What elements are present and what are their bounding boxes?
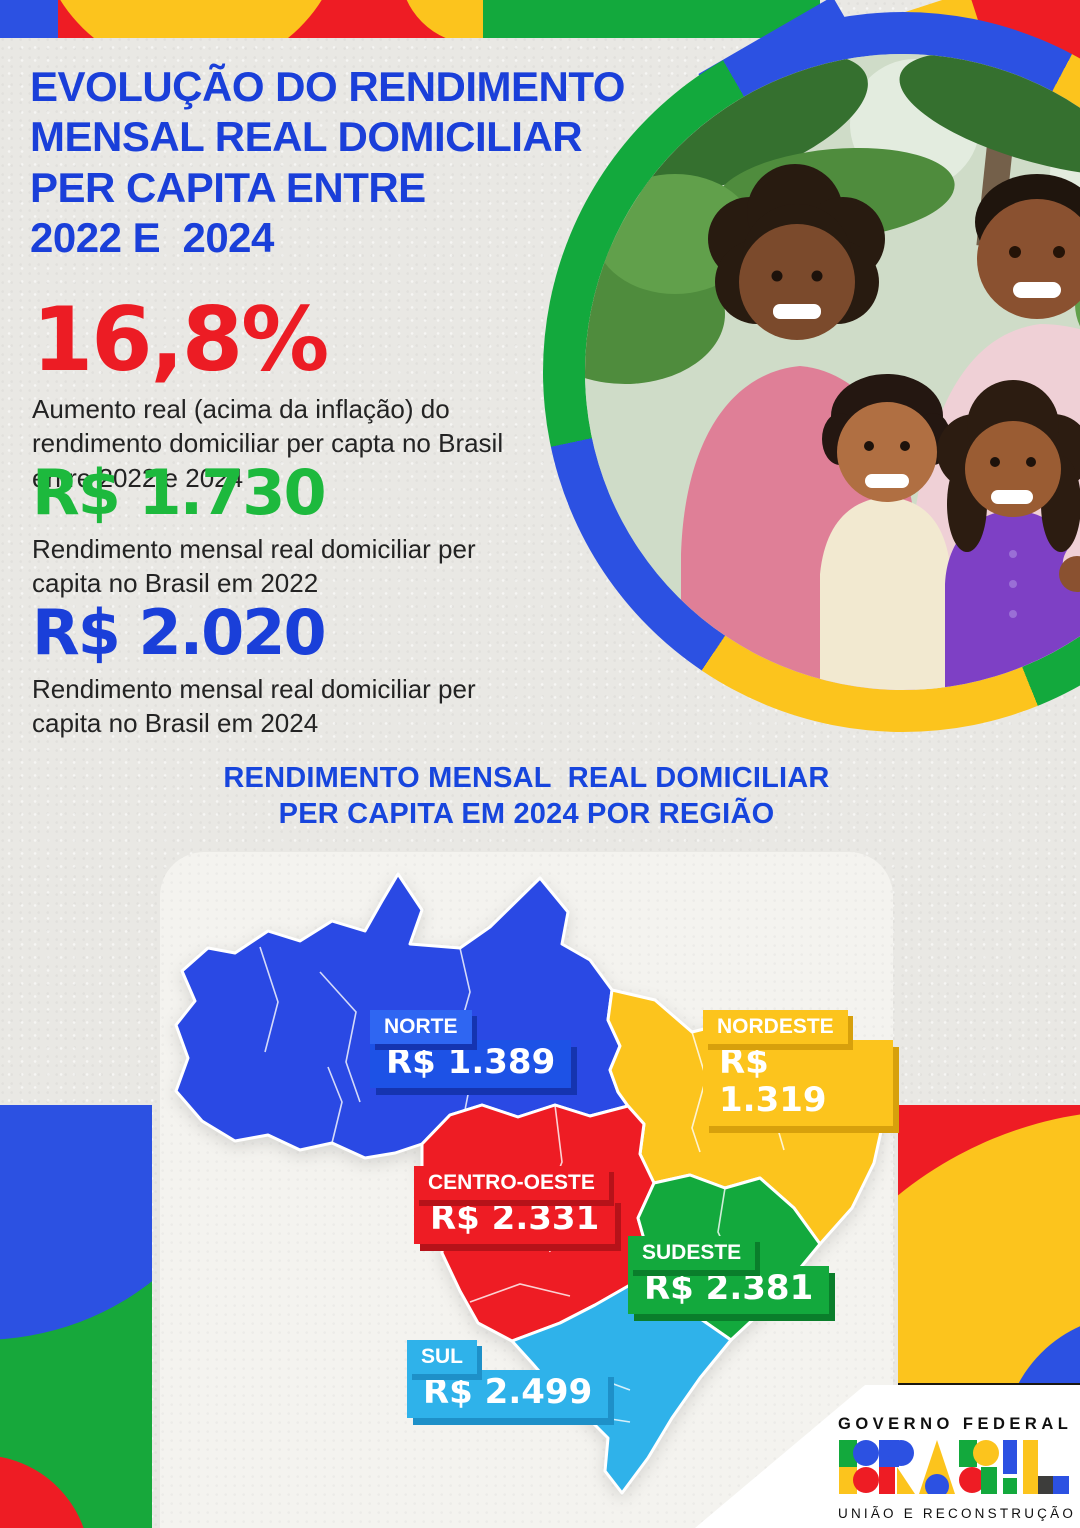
page-title-line: EVOLUÇÃO DO RENDIMENTO xyxy=(30,63,625,110)
decor-green-band xyxy=(483,0,820,38)
decor-blue-circle xyxy=(0,1105,152,1340)
boy-figure xyxy=(820,374,951,690)
region-value-chip: R$ 1.389 xyxy=(370,1040,572,1089)
family-photo-svg xyxy=(585,54,1080,690)
letter-l xyxy=(1023,1440,1069,1494)
page-title-line: 2022 E 2024 xyxy=(30,214,274,262)
stat-2024: R$ 2.020 Rendimento mensal real domicili… xyxy=(32,602,552,741)
region-name-chip: SUL xyxy=(407,1340,477,1375)
family-photo-illustration xyxy=(585,54,1080,690)
region-name-chip: NORTE xyxy=(370,1010,472,1045)
region-value-chip: R$ 2.499 xyxy=(407,1370,609,1419)
map-section-title-line: RENDIMENTO MENSAL REAL DOMICILIAR xyxy=(223,762,830,794)
stat-increase-description: Aumento real (acima da inflação) do rend… xyxy=(32,394,504,493)
stat-2024-description: Rendimento mensal real domiciliar per ca… xyxy=(32,674,476,739)
decor-red-circle xyxy=(0,1455,90,1528)
letter-r xyxy=(879,1440,915,1494)
map-section-title: RENDIMENTO MENSAL REAL DOMICILIAR PER CA… xyxy=(160,760,893,833)
page-title-line: MENSAL REAL DOMICILIAR xyxy=(30,113,583,161)
label-sul: SUL R$ 2.499 xyxy=(407,1340,609,1419)
label-norte: NORTE R$ 1.389 xyxy=(370,1010,572,1089)
uniao-reconstrucao-label: UNIÃO E RECONSTRUÇÃO xyxy=(838,1506,1077,1521)
region-value-chip: R$ 1.319 xyxy=(703,1040,893,1127)
stat-increase-value: 16,8% xyxy=(32,288,329,391)
decor-right xyxy=(898,1105,1080,1386)
map-section-title-line: PER CAPITA EM 2024 POR REGIÃO xyxy=(278,798,775,831)
stat-2024-value: R$ 2.020 xyxy=(32,596,327,669)
governo-federal-label: GOVERNO FEDERAL xyxy=(838,1415,1073,1433)
region-name-chip: NORDESTE xyxy=(703,1010,848,1045)
region-name-chip: SUDESTE xyxy=(628,1236,756,1271)
decor-blue-band xyxy=(0,0,58,38)
brasil-wordmark xyxy=(839,1440,1069,1498)
label-centro-oeste: CENTRO-OESTE R$ 2.331 xyxy=(414,1166,616,1245)
region-value-chip: R$ 2.381 xyxy=(628,1266,830,1315)
stat-2022: R$ 1.730 Rendimento mensal real domicili… xyxy=(32,462,552,601)
stat-2022-value: R$ 1.730 xyxy=(32,456,327,529)
label-sudeste: SUDESTE R$ 2.381 xyxy=(628,1236,830,1315)
letter-b xyxy=(839,1440,879,1494)
decor-bottom-left xyxy=(0,1105,152,1528)
government-logo: GOVERNO FEDERAL xyxy=(838,1415,1077,1521)
region-name-chip: CENTRO-OESTE xyxy=(414,1166,609,1201)
page-title-line: PER CAPITA ENTRE xyxy=(30,163,426,211)
decor-yellow-circle xyxy=(38,0,344,38)
region-value-chip: R$ 2.331 xyxy=(414,1196,616,1245)
stat-increase: 16,8% Aumento real (acima da inflação) d… xyxy=(32,296,552,495)
letter-a xyxy=(919,1440,955,1498)
letter-i xyxy=(1003,1440,1017,1494)
page-title: EVOLUÇÃO DO RENDIMENTO MENSAL REAL DOMIC… xyxy=(30,62,670,264)
top-decor-strip xyxy=(0,0,1080,38)
girl-figure xyxy=(937,380,1080,690)
letter-s xyxy=(959,1440,999,1494)
stat-2022-description: Rendimento mensal real domiciliar per ca… xyxy=(32,534,476,599)
label-nordeste: NORDESTE R$ 1.319 xyxy=(703,1010,893,1127)
map-card: NORTE R$ 1.389 NORDESTE R$ 1.319 CENTRO-… xyxy=(160,852,893,1528)
